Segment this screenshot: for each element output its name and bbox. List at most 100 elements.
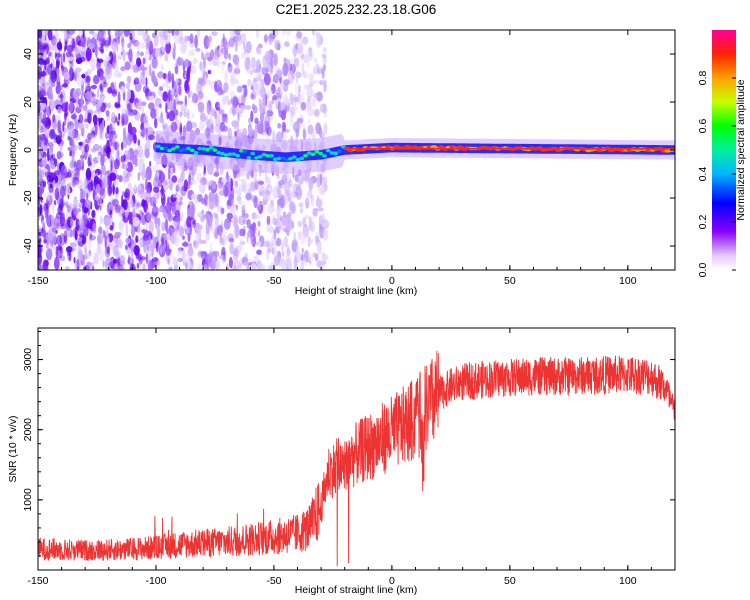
noise-blob xyxy=(250,110,254,123)
x-tick-label: 50 xyxy=(504,275,516,287)
ridge-blob xyxy=(205,147,210,152)
spectrogram-marks xyxy=(38,30,675,270)
noise-blob xyxy=(50,172,57,178)
noise-blob xyxy=(310,193,315,207)
noise-blob xyxy=(158,206,163,213)
noise-blob xyxy=(161,63,164,71)
noise-blob xyxy=(97,233,103,245)
noise-blob xyxy=(188,171,192,181)
noise-blob xyxy=(117,55,123,60)
noise-blob xyxy=(84,244,88,257)
noise-blob xyxy=(98,226,103,235)
noise-blob xyxy=(283,57,287,63)
noise-blob xyxy=(254,181,259,190)
noise-blob xyxy=(99,72,104,81)
ridge-blob xyxy=(257,154,263,159)
noise-blob xyxy=(103,59,110,68)
noise-blob xyxy=(209,242,213,256)
noise-blob xyxy=(40,83,46,96)
noise-blob xyxy=(127,88,131,100)
noise-blob xyxy=(128,249,133,264)
chart-title: C2E1.2025.232.23.18.G06 xyxy=(276,2,437,17)
noise-blob xyxy=(230,178,233,192)
noise-blob xyxy=(312,252,317,258)
noise-blob xyxy=(146,192,150,198)
noise-blob xyxy=(313,57,317,64)
noise-blob xyxy=(180,102,183,117)
noise-blob xyxy=(123,175,130,183)
ridge-blob xyxy=(337,149,342,153)
noise-blob xyxy=(89,235,96,241)
ridge-blob xyxy=(333,151,339,156)
ridge-blob xyxy=(235,153,241,158)
noise-blob xyxy=(243,86,248,98)
x-tick-label: -100 xyxy=(145,275,166,287)
noise-blob xyxy=(43,138,50,148)
noise-blob xyxy=(38,178,44,183)
colorbar-ticks: 0.0 0.2 0.4 0.6 0.8 xyxy=(697,71,736,277)
noise-blob xyxy=(62,83,68,88)
noise-blob xyxy=(259,48,262,53)
noise-blob xyxy=(63,127,68,134)
noise-blob xyxy=(243,261,249,267)
noise-blob xyxy=(92,93,97,98)
noise-blob xyxy=(189,33,194,44)
noise-blob xyxy=(221,63,224,75)
noise-blob xyxy=(172,45,176,54)
noise-blob xyxy=(86,38,92,50)
noise-blob xyxy=(127,198,133,205)
noise-blob xyxy=(88,42,94,50)
noise-blob xyxy=(135,235,139,243)
noise-blob xyxy=(119,257,125,266)
noise-blob xyxy=(114,81,117,94)
noise-blob xyxy=(286,118,289,127)
noise-blob xyxy=(69,61,74,68)
noise-blob xyxy=(66,182,74,187)
noise-blob xyxy=(209,112,213,123)
noise-blob xyxy=(207,69,212,75)
noise-blob xyxy=(45,79,50,89)
noise-blob xyxy=(92,114,98,125)
noise-blob xyxy=(60,56,63,67)
noise-blob xyxy=(133,133,137,144)
ridge-blob xyxy=(208,145,214,150)
noise-blob xyxy=(112,265,116,270)
noise-blob xyxy=(134,41,141,46)
noise-blob xyxy=(234,30,241,36)
noise-blob xyxy=(87,112,92,124)
noise-blob xyxy=(83,265,90,270)
noise-blob xyxy=(265,184,273,195)
noise-blob xyxy=(53,216,60,230)
noise-blob xyxy=(200,177,208,186)
noise-blob xyxy=(276,87,283,100)
noise-blob xyxy=(118,113,121,121)
noise-blob xyxy=(239,228,246,237)
noise-blob xyxy=(70,218,74,228)
colorbar: 0.0 0.2 0.4 0.6 0.8 Normalized spectral ampl… xyxy=(697,30,747,277)
noise-blob xyxy=(90,57,96,72)
noise-blob xyxy=(313,108,320,117)
ridge-blob xyxy=(254,156,259,160)
noise-blob xyxy=(128,102,133,115)
noise-blob xyxy=(322,228,329,241)
noise-blob xyxy=(133,245,140,256)
noise-blob xyxy=(138,184,141,191)
noise-blob xyxy=(168,266,173,270)
noise-blob xyxy=(274,227,279,235)
noise-blob xyxy=(56,234,62,246)
noise-blob xyxy=(323,79,327,93)
noise-blob xyxy=(168,254,176,265)
noise-blob xyxy=(186,69,191,83)
noise-blob xyxy=(100,49,104,54)
noise-blob xyxy=(277,101,282,114)
noise-blob xyxy=(104,246,110,258)
noise-blob xyxy=(291,110,296,118)
noise-blob xyxy=(319,79,324,86)
noise-blob xyxy=(278,226,281,237)
noise-blob xyxy=(72,198,79,205)
noise-blob xyxy=(242,127,248,139)
noise-blob xyxy=(222,95,228,105)
noise-blob xyxy=(111,90,118,97)
noise-blob xyxy=(212,119,216,125)
ridge-blob xyxy=(227,152,233,156)
